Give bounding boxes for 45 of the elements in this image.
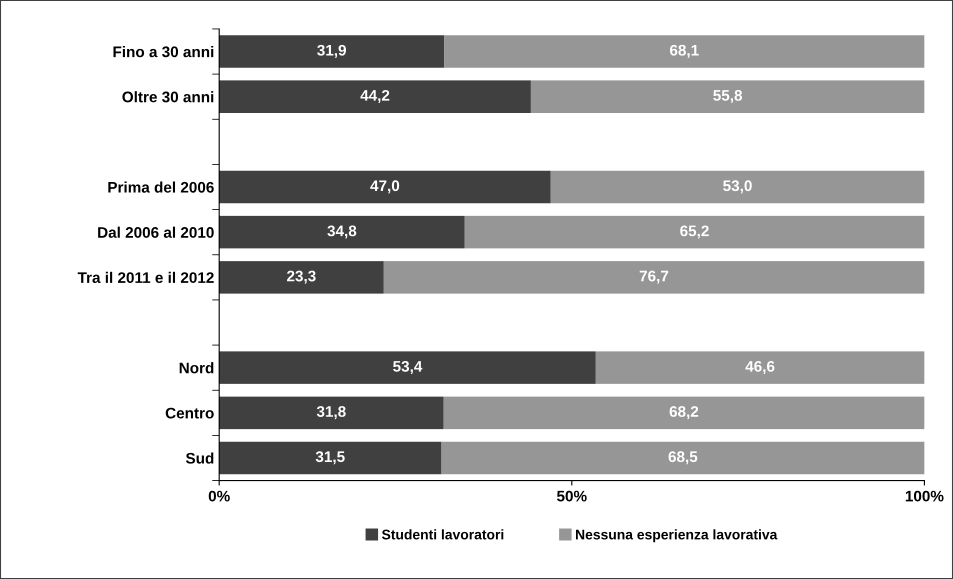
y-tick-label: Dal 2006 al 2010 bbox=[98, 226, 214, 238]
data-label: 68,5 bbox=[668, 451, 698, 464]
data-label: 76,7 bbox=[640, 270, 668, 284]
bar bbox=[384, 261, 924, 294]
legend-label: Nessuna esperienza lavorativa bbox=[576, 529, 778, 542]
bar bbox=[219, 442, 442, 474]
y-tick-label: Tra il 2011 e il 2012 bbox=[78, 272, 214, 284]
data-label: 34,8 bbox=[327, 225, 356, 238]
data-label: 55,8 bbox=[713, 90, 742, 104]
data-label: 68,1 bbox=[670, 44, 699, 58]
data-label: 31,8 bbox=[316, 406, 346, 420]
bar bbox=[530, 80, 924, 113]
bar bbox=[219, 35, 444, 68]
data-label: 46,6 bbox=[745, 360, 774, 374]
x-tick-label: 50% bbox=[556, 490, 587, 502]
y-tick-label: Sud bbox=[186, 452, 214, 464]
data-label: 53,4 bbox=[393, 360, 422, 374]
bar bbox=[219, 216, 465, 248]
bar bbox=[550, 170, 924, 204]
y-tick-label: Oltre 30 anni bbox=[122, 91, 214, 102]
bar bbox=[219, 261, 384, 294]
bar bbox=[219, 170, 551, 204]
data-label: 68,2 bbox=[670, 406, 698, 420]
bar bbox=[443, 396, 924, 430]
bar bbox=[596, 351, 924, 384]
bar bbox=[441, 442, 924, 474]
bar bbox=[219, 351, 596, 384]
data-label: 31,5 bbox=[316, 451, 345, 464]
bar bbox=[219, 80, 531, 113]
legend-label: Studenti lavoratori bbox=[382, 529, 504, 540]
data-label: 65,2 bbox=[680, 225, 709, 238]
y-tick-label: Fino a 30 anni bbox=[113, 46, 214, 58]
bar bbox=[464, 216, 924, 248]
data-label: 44,2 bbox=[360, 90, 390, 104]
data-label: 53,0 bbox=[723, 180, 752, 194]
x-tick-label: 0% bbox=[208, 490, 230, 502]
x-tick-label: 100% bbox=[906, 490, 944, 502]
y-tick-label: Centro bbox=[166, 408, 214, 419]
y-tick-label: Prima del 2006 bbox=[108, 181, 214, 193]
bar bbox=[219, 396, 444, 430]
data-label: 47,0 bbox=[370, 180, 400, 194]
data-label: 23,3 bbox=[287, 270, 316, 284]
data-label: 31,9 bbox=[317, 44, 346, 58]
bar bbox=[444, 35, 924, 68]
y-tick-label: Nord bbox=[180, 362, 214, 374]
